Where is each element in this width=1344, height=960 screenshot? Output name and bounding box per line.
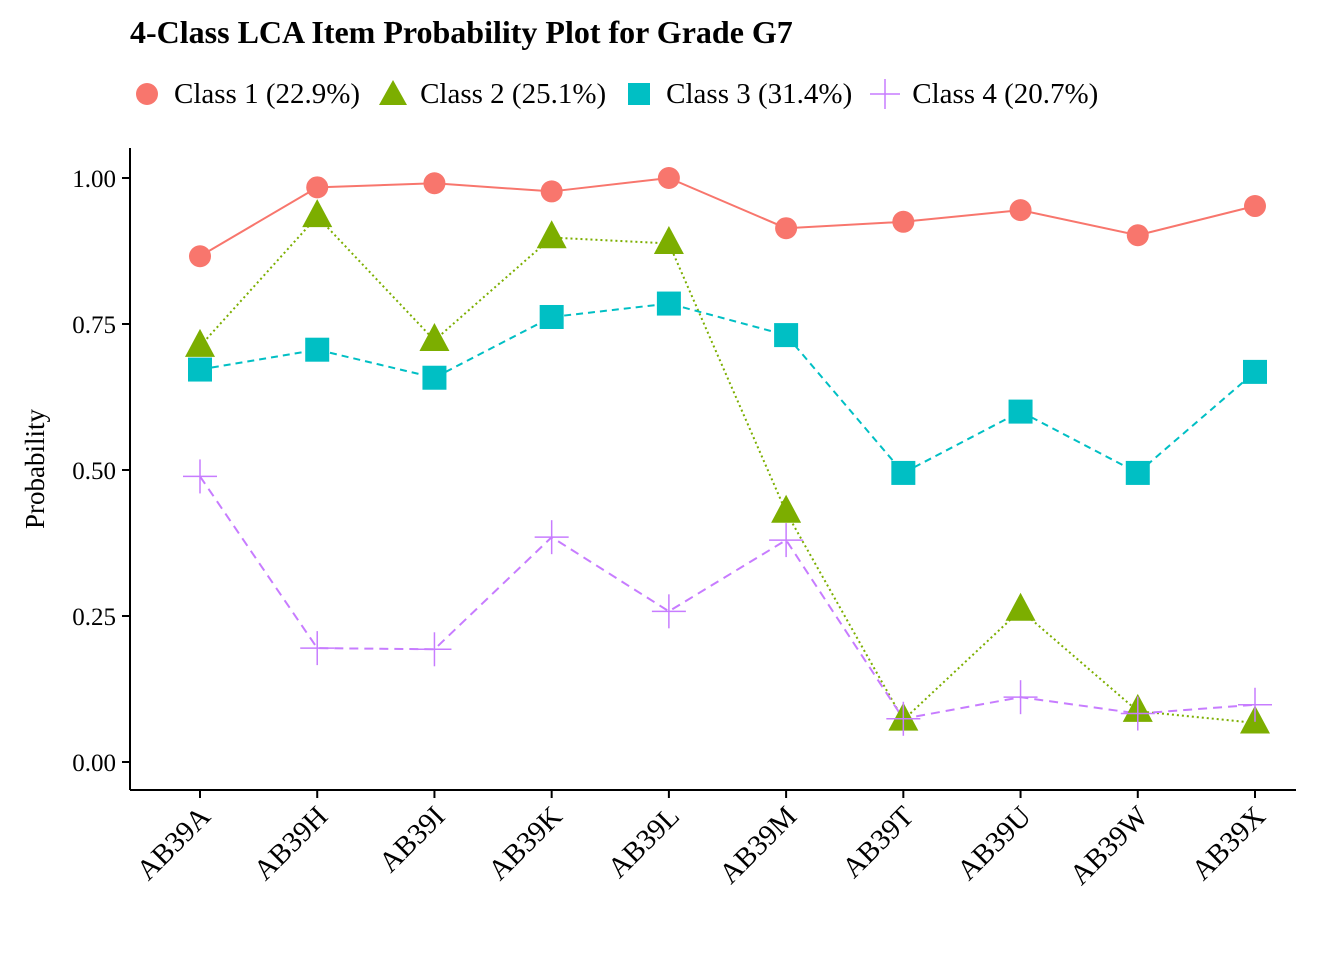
legend-label-class-2: Class 2 (25.1%) <box>420 77 607 110</box>
series-line-class-3 <box>199 302 1256 475</box>
y-tick-label: 0.25 <box>72 604 116 631</box>
data-point-class-4 <box>300 631 335 666</box>
data-point-class-4 <box>183 459 217 494</box>
legend-item-class-1: Class 1 (22.9%) <box>130 77 360 111</box>
legend-plus-marker-icon <box>870 79 901 109</box>
x-tick-label: AB39M <box>713 800 803 890</box>
legend-label-class-1: Class 1 (22.9%) <box>174 77 361 110</box>
series-line-class-1 <box>199 176 1256 258</box>
legend-triangle-marker-icon <box>379 80 408 105</box>
data-point-class-3 <box>422 365 447 390</box>
data-point-class-1 <box>423 172 446 195</box>
legend-label-class-4: Class 4 (20.7%) <box>912 77 1099 110</box>
legend-item-class-3: Class 3 (31.4%) <box>622 77 852 111</box>
data-point-class-4 <box>1120 696 1155 731</box>
data-point-class-3 <box>1243 359 1267 384</box>
legend-item-class-2: Class 2 (25.1%) <box>376 77 606 111</box>
data-point-class-3 <box>891 460 916 485</box>
legend: Class 1 (22.9%) Class 2 (25.1%) Class 3 … <box>130 72 1098 116</box>
x-tick-label: AB39W <box>1064 800 1155 891</box>
data-point-class-4 <box>1238 687 1272 722</box>
legend-label-class-3: Class 3 (31.4%) <box>666 77 853 110</box>
x-tick-label: AB39L <box>602 800 686 884</box>
data-point-class-2 <box>1005 592 1036 621</box>
data-point-class-1 <box>306 176 329 199</box>
data-point-class-4 <box>651 594 686 629</box>
data-point-class-1 <box>1009 199 1032 222</box>
legend-item-class-4: Class 4 (20.7%) <box>868 77 1098 111</box>
y-tick-label: 0.00 <box>72 750 116 777</box>
data-point-class-2 <box>771 494 802 523</box>
data-point-class-1 <box>1126 224 1149 247</box>
x-tick-label: AB39H <box>248 800 334 886</box>
y-tick-label: 1.00 <box>72 166 116 193</box>
data-point-class-3 <box>1008 399 1033 424</box>
data-point-class-4 <box>417 632 452 667</box>
data-point-class-3 <box>656 291 681 316</box>
data-point-class-1 <box>1244 195 1266 218</box>
data-point-class-3 <box>1125 460 1150 485</box>
data-point-class-2 <box>419 322 450 351</box>
data-point-class-4 <box>1003 680 1038 715</box>
data-point-class-1 <box>657 167 680 189</box>
x-tick-label: AB39K <box>482 800 568 886</box>
y-tick-label: 0.50 <box>72 458 116 485</box>
data-point-class-4 <box>769 523 804 558</box>
data-point-class-4 <box>886 701 921 736</box>
series-line-class-2 <box>199 215 1256 724</box>
data-point-class-2 <box>536 220 567 249</box>
data-point-class-1 <box>540 180 563 203</box>
y-axis-title: Probability <box>20 409 50 529</box>
data-point-class-3 <box>774 323 799 348</box>
data-point-class-1 <box>775 217 798 240</box>
x-tick-label: AB39I <box>373 800 451 878</box>
data-point-class-2 <box>302 199 333 228</box>
data-point-class-4 <box>534 520 569 555</box>
x-tick-label: AB39A <box>131 800 217 886</box>
legend-square-marker-icon <box>628 83 651 105</box>
x-tick-label: AB39X <box>1186 800 1272 886</box>
data-point-class-1 <box>189 245 211 268</box>
chart-title: 4-Class LCA Item Probability Plot for Gr… <box>130 14 793 50</box>
data-point-class-3 <box>539 304 564 329</box>
data-point-class-2 <box>653 226 684 255</box>
series-line-class-4 <box>199 475 1256 720</box>
x-tick-label: AB39U <box>951 800 1037 886</box>
x-tick-label: AB39T <box>836 800 920 884</box>
y-tick-label: 0.75 <box>72 312 116 339</box>
data-point-class-2 <box>185 328 215 357</box>
data-point-class-3 <box>305 337 330 362</box>
data-point-class-3 <box>188 357 212 382</box>
data-point-class-1 <box>892 210 915 233</box>
legend-circle-marker-icon <box>136 83 158 105</box>
